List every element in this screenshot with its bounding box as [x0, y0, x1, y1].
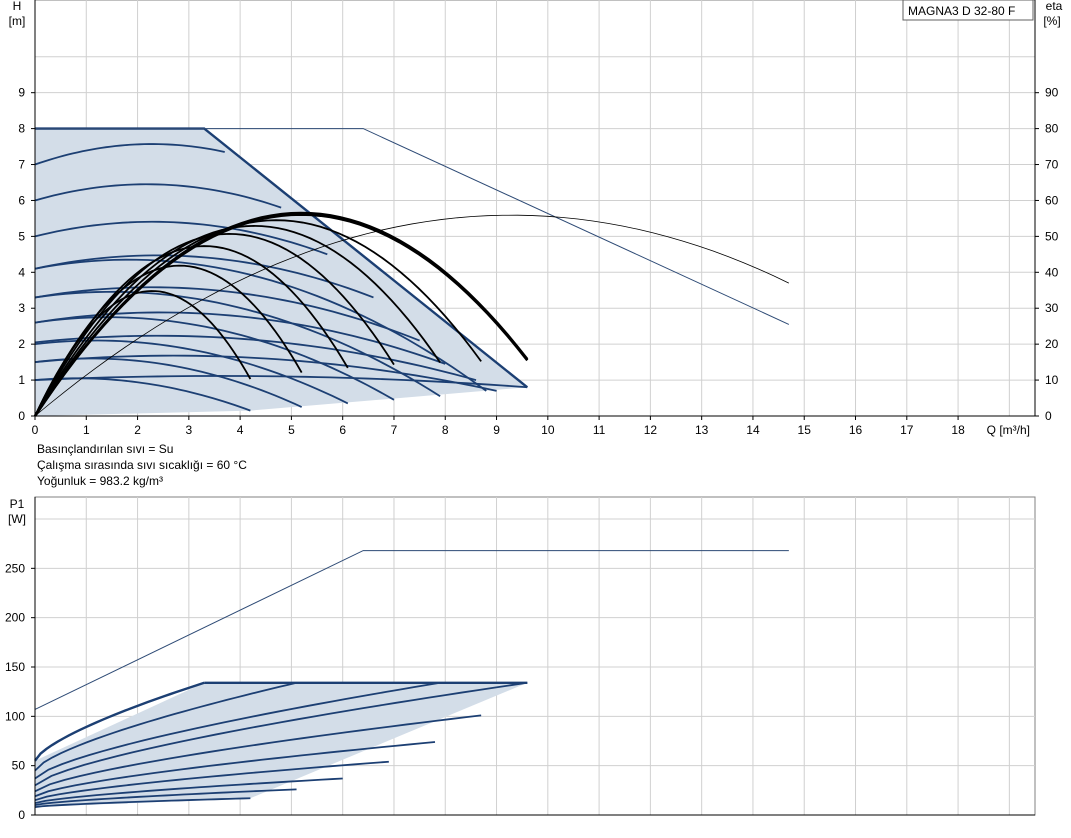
pump-curve [34, 357, 303, 408]
pump-curve [34, 258, 487, 392]
x-tick-label: 5 [288, 423, 295, 437]
x-tick-label: 4 [237, 423, 244, 437]
x-tick-label: 8 [442, 423, 449, 437]
pump-curve [34, 290, 441, 398]
x-tick-label: 6 [339, 423, 346, 437]
power-curve [34, 681, 297, 772]
bottom-tick-label: 250 [5, 561, 25, 575]
left-axis-unit: [m] [9, 14, 26, 28]
left-tick-label: 8 [18, 122, 25, 136]
right-tick-label: 60 [1045, 193, 1059, 207]
x-tick-label: 7 [391, 423, 398, 437]
right-axis-label: eta [1046, 0, 1063, 13]
right-tick-label: 40 [1045, 265, 1059, 279]
temperature-note: Çalışma sırasında sıvı sıcaklığı = 60 °C [37, 458, 247, 472]
left-tick-label: 3 [18, 301, 25, 315]
x-tick-label: 9 [493, 423, 500, 437]
left-tick-label: 1 [18, 373, 25, 387]
x-tick-label: 13 [695, 423, 709, 437]
power-curve [34, 777, 343, 805]
left-tick-label: 2 [18, 337, 25, 351]
power-curve [34, 760, 389, 802]
efficiency-curve [33, 211, 529, 417]
x-tick-label: 14 [746, 423, 760, 437]
x-axis-label: Q [m³/h] [987, 423, 1030, 437]
power-curve [34, 681, 528, 787]
right-tick-label: 70 [1045, 158, 1059, 172]
right-tick-label: 20 [1045, 337, 1059, 351]
right-tick-label: 90 [1045, 86, 1059, 100]
left-tick-label: 9 [18, 86, 25, 100]
pump-curve [34, 377, 251, 412]
power-axis-unit: [W] [8, 512, 26, 526]
left-tick-label: 4 [18, 265, 25, 279]
bottom-tick-label: 0 [18, 808, 25, 822]
legend-label: MAGNA3 D 32-80 F [908, 4, 1015, 18]
x-tick-label: 15 [798, 423, 812, 437]
pump-curve [34, 375, 528, 389]
efficiency-curve [34, 214, 790, 417]
x-tick-label: 2 [134, 423, 141, 437]
x-tick-label: 11 [593, 423, 606, 437]
power-curve [34, 681, 441, 780]
power-curve [34, 788, 297, 807]
bottom-tick-label: 150 [5, 660, 25, 674]
bottom-tick-label: 50 [12, 759, 26, 773]
power-axis-label: P1 [10, 497, 25, 511]
right-tick-label: 0 [1045, 409, 1052, 423]
x-tick-label: 16 [849, 423, 863, 437]
right-tick-label: 50 [1045, 229, 1059, 243]
left-tick-label: 6 [18, 193, 25, 207]
fluid-note: Basınçlandırılan sıvı = Su [37, 442, 174, 456]
bottom-tick-label: 200 [5, 611, 25, 625]
x-tick-label: 17 [900, 423, 914, 437]
left-axis-label: H [13, 0, 22, 13]
pump-curve [34, 143, 225, 166]
pump-curve [34, 220, 328, 256]
left-tick-label: 7 [18, 158, 25, 172]
max-head-curve [35, 128, 790, 325]
bottom-tick-label: 100 [5, 709, 25, 723]
x-tick-label: 10 [541, 423, 555, 437]
right-tick-label: 30 [1045, 301, 1059, 315]
right-axis-unit: [%] [1043, 14, 1060, 28]
x-tick-label: 12 [644, 423, 658, 437]
legend-box [902, 0, 1034, 21]
max-power-curve [34, 550, 789, 710]
power-curve [34, 741, 436, 798]
pump-curve [34, 311, 446, 365]
pump-curve [34, 354, 497, 392]
density-note: Yoğunluk = 983.2 kg/m³ [37, 474, 163, 488]
pump-curve [34, 183, 282, 209]
left-tick-label: 5 [18, 229, 25, 243]
pump-curve [34, 254, 374, 299]
x-tick-label: 1 [83, 423, 90, 437]
power-curve [34, 681, 205, 762]
bottom-operating-area [35, 682, 528, 808]
pump-curve [34, 286, 420, 342]
x-tick-label: 18 [951, 423, 965, 437]
left-tick-label: 0 [18, 409, 25, 423]
power-curve [34, 714, 482, 793]
right-tick-label: 10 [1045, 373, 1059, 387]
x-tick-label: 3 [186, 423, 193, 437]
right-tick-label: 80 [1045, 122, 1059, 136]
x-tick-label: 0 [32, 423, 39, 437]
efficiency-curve [34, 219, 482, 417]
power-curve [34, 797, 251, 809]
